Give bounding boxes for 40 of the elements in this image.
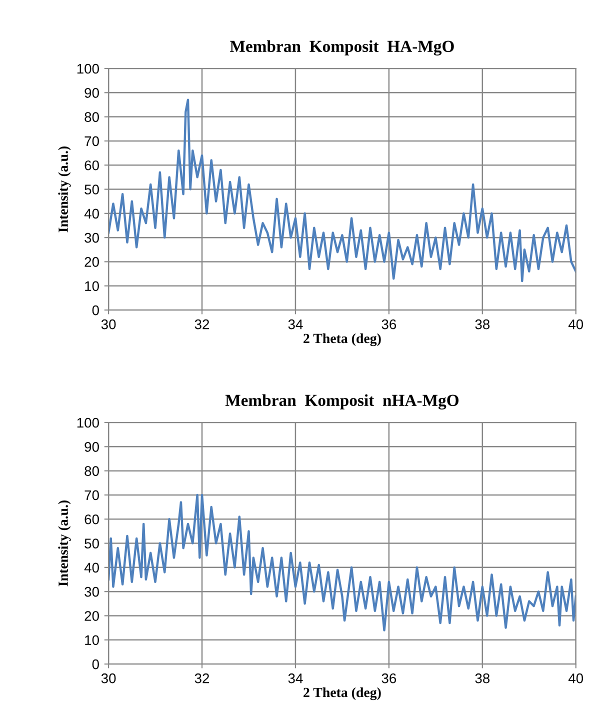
y-axis-title: Intensity (a.u.) bbox=[58, 500, 71, 586]
y-axis-title: Intensity (a.u.) bbox=[58, 146, 71, 232]
y-tick-label: 20 bbox=[84, 257, 99, 267]
x-tick-label: 40 bbox=[568, 319, 584, 330]
y-tick-label: 100 bbox=[77, 64, 99, 74]
y-tick-label: 20 bbox=[84, 611, 99, 621]
x-tick-label: 40 bbox=[568, 673, 584, 684]
y-tick-label: 50 bbox=[84, 538, 99, 548]
y-tick-label: 30 bbox=[84, 586, 99, 597]
y-tick-label: 10 bbox=[85, 635, 99, 646]
y-tick-label: 80 bbox=[84, 112, 99, 122]
y-tick-label: 90 bbox=[84, 88, 99, 98]
y-tick-label: 10 bbox=[85, 281, 99, 292]
x-tick-label: 34 bbox=[288, 319, 303, 330]
y-tick-label: 70 bbox=[84, 490, 99, 500]
y-tick-label: 90 bbox=[84, 442, 99, 452]
x-tick-label: 38 bbox=[475, 673, 490, 684]
y-tick-label: 30 bbox=[84, 232, 99, 243]
x-tick-label: 32 bbox=[194, 673, 210, 684]
x-tick-label: 30 bbox=[101, 319, 116, 330]
x-axis-title: 2 Theta (deg) bbox=[304, 687, 381, 700]
y-tick-label: 40 bbox=[84, 562, 99, 573]
x-tick-label: 32 bbox=[194, 319, 210, 330]
x-tick-label: 38 bbox=[475, 319, 490, 330]
y-tick-label: 80 bbox=[84, 466, 99, 476]
y-tick-label: 70 bbox=[84, 136, 99, 146]
chart-title: Membran Komposit HA-MgO bbox=[230, 40, 454, 56]
y-tick-label: 60 bbox=[84, 160, 99, 170]
x-tick-label: 36 bbox=[382, 319, 396, 330]
chart-title: Membran Komposit nHA-MgO bbox=[225, 394, 459, 410]
x-axis-title: 2 Theta (deg) bbox=[304, 333, 381, 346]
x-tick-label: 30 bbox=[101, 673, 116, 684]
y-tick-label: 40 bbox=[84, 208, 99, 219]
y-tick-label: 0 bbox=[92, 659, 99, 670]
y-tick-label: 60 bbox=[84, 514, 99, 524]
y-tick-label: 0 bbox=[92, 305, 99, 316]
x-tick-label: 34 bbox=[288, 673, 303, 684]
y-tick-label: 50 bbox=[84, 184, 99, 194]
x-tick-label: 36 bbox=[382, 673, 396, 684]
y-tick-label: 100 bbox=[77, 418, 99, 428]
